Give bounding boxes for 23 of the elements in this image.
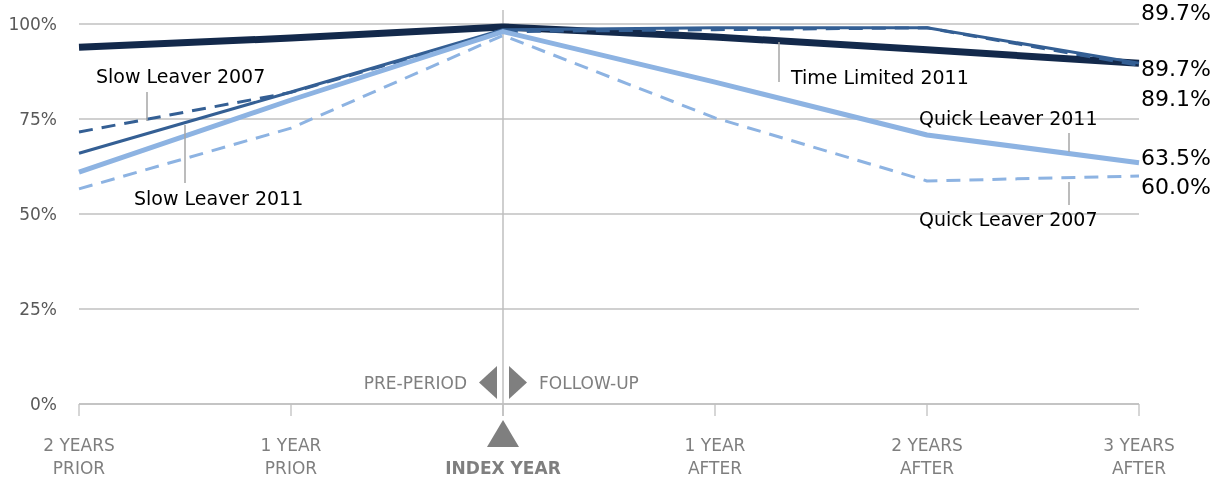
y-tick-label: 100% — [8, 13, 57, 34]
annotation: PRE-PERIOD — [363, 372, 467, 393]
data-label: 89.1% — [1141, 86, 1211, 111]
series-label: Time Limited 2011 — [790, 66, 969, 88]
series-label: Quick Leaver 2011 — [919, 107, 1098, 129]
x-tick-label: 2 YEARS AFTER — [891, 435, 963, 478]
x-tick-label: 2 YEARS PRIOR — [43, 435, 115, 478]
x-tick-label: 1 YEAR AFTER — [684, 435, 746, 478]
annotation: FOLLOW-UP — [539, 372, 639, 393]
y-tick-label: 25% — [19, 298, 57, 319]
data-label: 89.7% — [1141, 0, 1211, 25]
data-label: 63.5% — [1141, 145, 1211, 170]
series-label: Quick Leaver 2007 — [919, 208, 1098, 230]
x-tick-label: 1 YEAR PRIOR — [260, 435, 322, 478]
data-label: 60.0% — [1141, 174, 1211, 199]
y-tick-label: 50% — [19, 203, 57, 224]
x-tick-label: 3 YEARS AFTER — [1103, 435, 1175, 478]
y-tick-label: 0% — [30, 393, 57, 414]
text: Slow Leaver 2011 — [134, 187, 304, 209]
x-tick-label: INDEX YEAR — [445, 458, 561, 478]
data-label: 89.7% — [1141, 56, 1211, 81]
y-tick-label: 75% — [19, 108, 57, 129]
series-label: Slow Leaver 2007 — [96, 65, 266, 87]
